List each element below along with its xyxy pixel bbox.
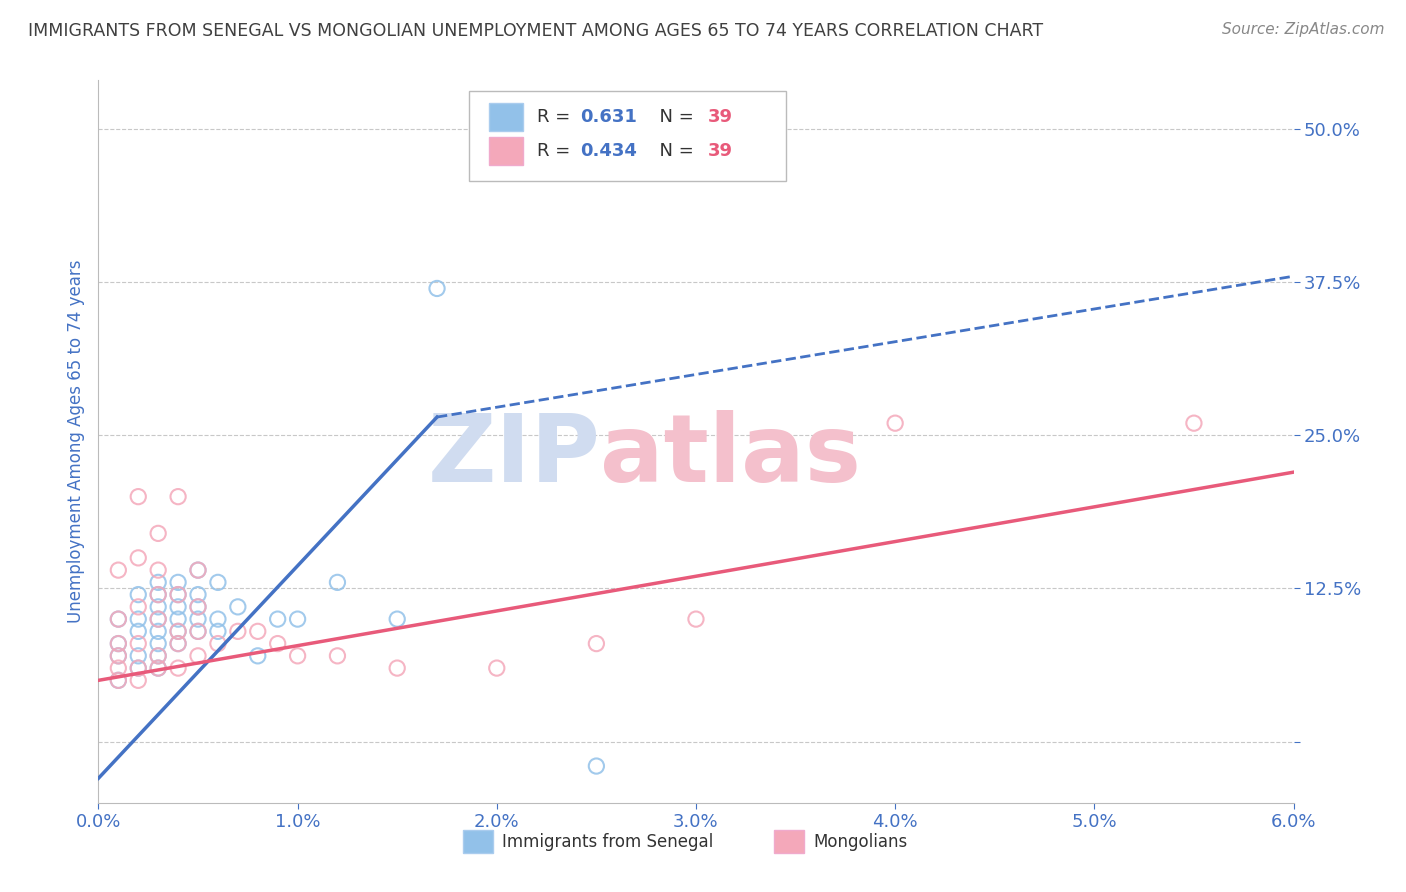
Point: [187, 563, 209, 577]
Point: [287, 648, 309, 663]
Point: [167, 588, 190, 602]
Point: [685, 612, 707, 626]
Point: [107, 563, 129, 577]
Point: [127, 637, 149, 651]
Point: [167, 624, 190, 639]
Point: [585, 637, 607, 651]
Point: [207, 624, 229, 639]
Point: [167, 490, 190, 504]
Point: [246, 624, 269, 639]
Point: [127, 550, 149, 565]
Point: [127, 612, 149, 626]
Point: [148, 588, 170, 602]
Point: [148, 661, 170, 675]
Point: [148, 588, 170, 602]
Point: [385, 612, 409, 626]
Text: 39: 39: [709, 108, 733, 126]
Point: [107, 673, 129, 688]
Point: [207, 637, 229, 651]
Point: [287, 612, 309, 626]
Point: [107, 612, 129, 626]
Point: [167, 599, 190, 614]
Point: [267, 637, 290, 651]
Point: [226, 624, 249, 639]
Point: [267, 612, 290, 626]
Point: [107, 661, 129, 675]
Point: [207, 575, 229, 590]
Point: [107, 612, 129, 626]
Point: [107, 648, 129, 663]
Point: [167, 624, 190, 639]
Point: [187, 563, 209, 577]
FancyBboxPatch shape: [470, 91, 786, 181]
Point: [127, 661, 149, 675]
Point: [167, 575, 190, 590]
Point: [148, 526, 170, 541]
Point: [148, 612, 170, 626]
Text: N =: N =: [648, 142, 700, 160]
Point: [127, 673, 149, 688]
Point: [107, 673, 129, 688]
Point: [326, 648, 349, 663]
Text: Source: ZipAtlas.com: Source: ZipAtlas.com: [1222, 22, 1385, 37]
Point: [127, 490, 149, 504]
Point: [148, 648, 170, 663]
Point: [127, 648, 149, 663]
Bar: [463, 830, 494, 854]
Point: [187, 612, 209, 626]
Point: [385, 661, 409, 675]
Text: 0.631: 0.631: [581, 108, 637, 126]
Point: [167, 661, 190, 675]
Point: [585, 759, 607, 773]
Text: 39: 39: [709, 142, 733, 160]
Point: [187, 624, 209, 639]
Point: [167, 637, 190, 651]
Point: [148, 661, 170, 675]
Point: [107, 637, 129, 651]
Bar: [773, 830, 804, 854]
Point: [226, 599, 249, 614]
Point: [167, 588, 190, 602]
Point: [148, 648, 170, 663]
Text: ZIP: ZIP: [427, 410, 600, 502]
Text: Immigrants from Senegal: Immigrants from Senegal: [502, 833, 714, 851]
Bar: [489, 103, 523, 131]
Text: atlas: atlas: [600, 410, 862, 502]
Point: [187, 599, 209, 614]
Point: [485, 661, 508, 675]
Point: [107, 648, 129, 663]
Point: [187, 648, 209, 663]
Text: Mongolians: Mongolians: [813, 833, 907, 851]
Point: [207, 612, 229, 626]
Point: [167, 637, 190, 651]
Text: N =: N =: [648, 108, 700, 126]
Point: [148, 637, 170, 651]
Point: [246, 648, 269, 663]
Y-axis label: Unemployment Among Ages 65 to 74 years: Unemployment Among Ages 65 to 74 years: [66, 260, 84, 624]
Point: [148, 599, 170, 614]
Point: [127, 599, 149, 614]
Point: [1182, 416, 1205, 430]
Point: [326, 575, 349, 590]
Text: 0.434: 0.434: [581, 142, 637, 160]
Point: [426, 281, 449, 295]
Point: [127, 624, 149, 639]
Point: [107, 637, 129, 651]
Bar: [489, 137, 523, 165]
Point: [148, 612, 170, 626]
Point: [148, 575, 170, 590]
Text: R =: R =: [537, 108, 576, 126]
Point: [187, 588, 209, 602]
Point: [127, 588, 149, 602]
Point: [884, 416, 907, 430]
Point: [127, 661, 149, 675]
Point: [148, 563, 170, 577]
Point: [187, 624, 209, 639]
Text: IMMIGRANTS FROM SENEGAL VS MONGOLIAN UNEMPLOYMENT AMONG AGES 65 TO 74 YEARS CORR: IMMIGRANTS FROM SENEGAL VS MONGOLIAN UNE…: [28, 22, 1043, 40]
Point: [187, 599, 209, 614]
Point: [167, 612, 190, 626]
Text: R =: R =: [537, 142, 576, 160]
Point: [148, 624, 170, 639]
